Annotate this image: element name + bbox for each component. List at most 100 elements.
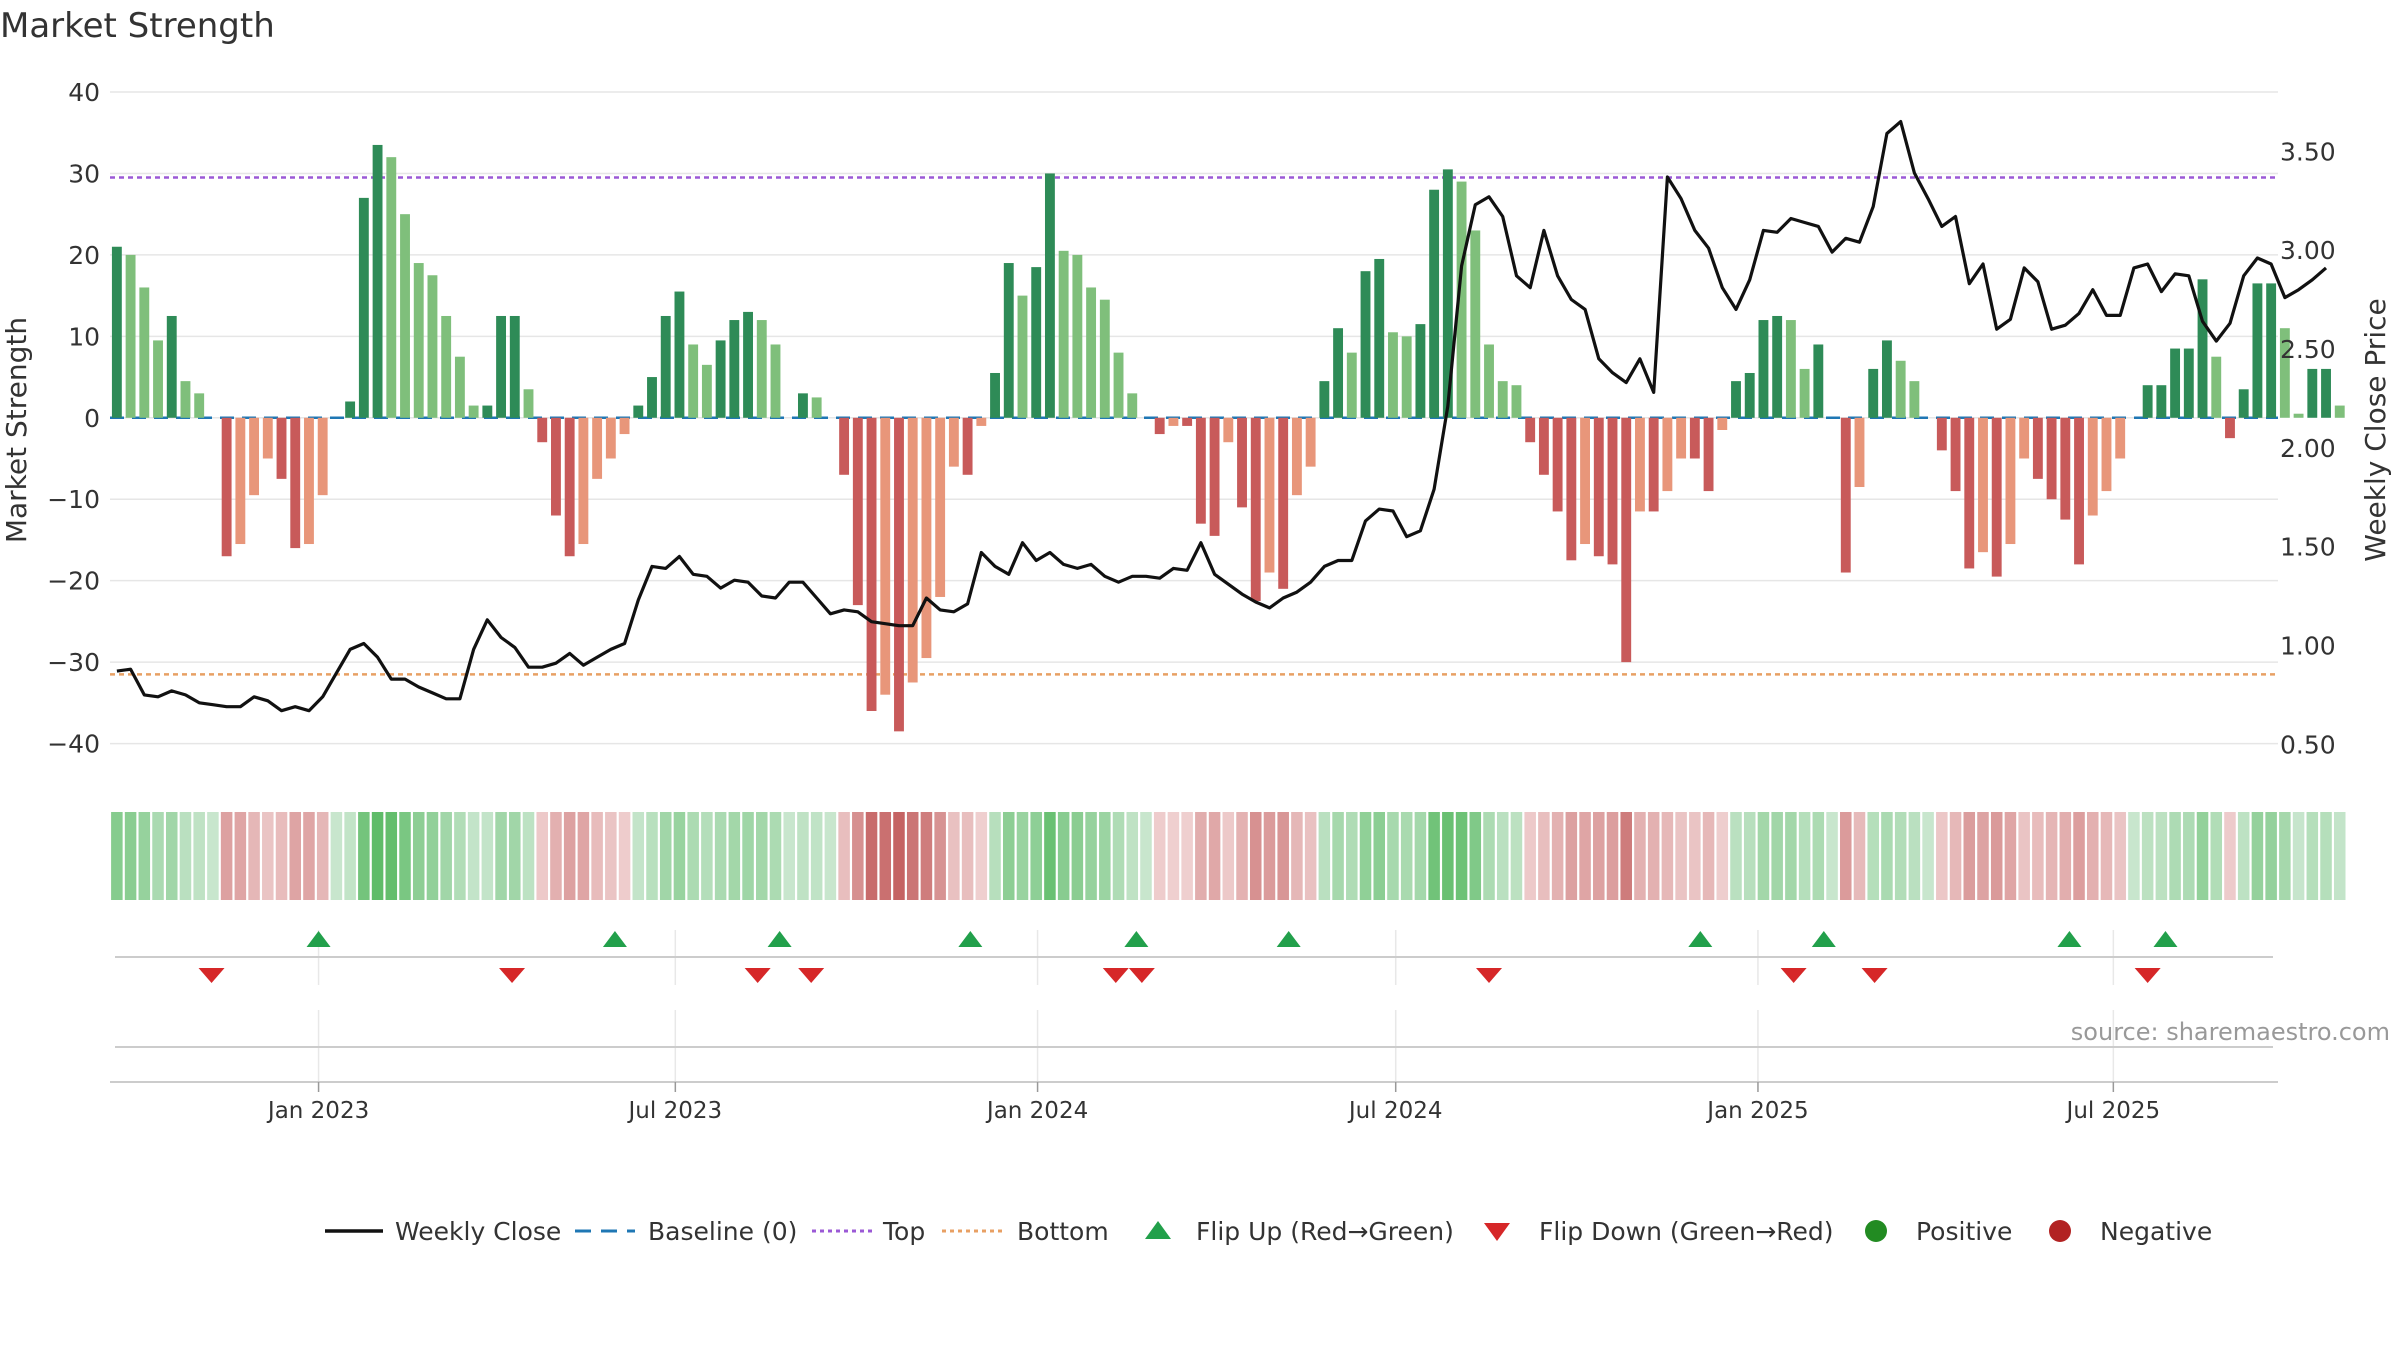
heat-cell <box>2251 812 2264 900</box>
strength-bar <box>2005 417 2016 545</box>
strength-bar <box>948 417 959 467</box>
heat-cell <box>522 812 535 900</box>
heat-cell <box>563 812 576 900</box>
strength-bar <box>468 405 479 418</box>
heat-cell <box>1908 812 1921 900</box>
strength-bar <box>2115 417 2126 459</box>
heat-cell <box>2320 812 2332 900</box>
strength-bar <box>1497 381 1508 418</box>
strength-bar <box>125 254 136 418</box>
strength-bar <box>839 417 850 475</box>
chart-title: Market Strength <box>0 6 275 46</box>
heat-cell <box>1675 812 1687 900</box>
strength-bar <box>633 405 644 418</box>
strength-bar <box>2238 389 2249 418</box>
heat-cell <box>2210 812 2223 900</box>
heat-cell <box>165 812 178 900</box>
strength-bar <box>1840 417 1851 573</box>
strength-bar <box>1291 417 1302 496</box>
y-tick-label: 20 <box>68 241 100 270</box>
strength-bar <box>1278 417 1289 589</box>
strength-bar <box>2211 356 2222 418</box>
strength-bar <box>660 315 671 418</box>
heat-cell <box>1291 812 1303 900</box>
heat-cell <box>1208 812 1221 900</box>
strength-bar <box>2032 417 2043 479</box>
strength-bar <box>2156 385 2167 418</box>
heat-cell <box>838 812 850 900</box>
heat-cell <box>426 812 439 900</box>
heat-cell <box>1922 812 1934 900</box>
strength-bar <box>894 417 904 732</box>
heat-cell <box>1647 812 1660 900</box>
strength-bar <box>1635 417 1645 512</box>
legend-label: Baseline (0) <box>648 1217 797 1246</box>
strength-bar <box>1758 320 1769 418</box>
right-axis-label: Weekly Close Price <box>2359 298 2392 561</box>
strength-bar <box>166 315 177 418</box>
heat-cell <box>2073 812 2085 900</box>
heat-cell <box>1743 812 1756 900</box>
heat-cell <box>1044 812 1056 900</box>
heat-cell <box>1222 812 1235 900</box>
heat-cell <box>591 812 603 900</box>
strength-bar <box>1127 393 1138 418</box>
strength-bar <box>111 246 122 418</box>
strength-bar <box>345 401 356 418</box>
heat-cell <box>659 812 672 900</box>
strength-bar <box>413 263 424 418</box>
heat-cell <box>275 812 288 900</box>
heat-cell <box>1126 812 1139 900</box>
heat-cell <box>2141 812 2154 900</box>
heat-cell <box>783 812 795 900</box>
heat-cell <box>1551 812 1564 900</box>
x-tick-label: Jan 2023 <box>266 1098 369 1124</box>
strength-bar <box>852 417 863 606</box>
heat-cell <box>1977 812 1989 900</box>
strength-bar <box>537 417 548 443</box>
legend-label: Flip Down (Green→Red) <box>1539 1217 1834 1246</box>
heat-cell <box>673 812 686 900</box>
x-tick-label: Jan 2024 <box>985 1098 1088 1124</box>
heat-cell <box>1030 812 1042 900</box>
strength-bar <box>1237 417 1247 508</box>
heat-cell <box>948 812 960 900</box>
heat-cell <box>1057 812 1070 900</box>
x-axis-ticks: Jan 2023 Jul 2023 Jan 2024 Jul 2024 Jan 2025… <box>110 1081 2278 1124</box>
strength-bar <box>1607 417 1618 565</box>
flip-down-marker <box>1861 968 1888 983</box>
strength-bar <box>756 320 767 418</box>
strength-bar <box>1182 417 1193 426</box>
strength-bar <box>2307 368 2318 418</box>
heat-cell <box>2004 812 2017 900</box>
flip-marker-panel <box>115 930 2273 985</box>
strength-bar <box>153 340 163 418</box>
strength-bar <box>990 372 1000 418</box>
strength-bar <box>1744 372 1755 418</box>
strength-bar <box>2225 417 2235 439</box>
heat-cell <box>2086 812 2099 900</box>
strength-bar <box>811 397 822 418</box>
heat-cell <box>289 812 302 900</box>
heat-cell <box>193 812 205 900</box>
legend-swatch-circle <box>1865 1220 1887 1242</box>
heat-cell <box>1249 812 1262 900</box>
strength-bar <box>1895 360 1906 418</box>
legend-label: Negative <box>2100 1217 2212 1246</box>
heat-cell <box>605 812 617 900</box>
heat-cell <box>2279 812 2291 900</box>
strength-bar <box>743 311 753 418</box>
strength-bar <box>1374 258 1385 418</box>
strength-bar <box>249 417 260 496</box>
strength-bar <box>551 417 561 516</box>
heat-cell <box>1153 812 1166 900</box>
strength-bar <box>482 405 493 418</box>
heat-cell <box>330 812 343 900</box>
heat-cell <box>412 812 425 900</box>
strength-bar <box>1662 417 1673 492</box>
strength-bar <box>400 214 410 418</box>
strength-bar <box>1621 417 1632 663</box>
flip-down-marker <box>1780 968 1807 983</box>
legend-label: Flip Up (Red→Green) <box>1196 1217 1454 1246</box>
strength-bar <box>1813 344 1824 418</box>
